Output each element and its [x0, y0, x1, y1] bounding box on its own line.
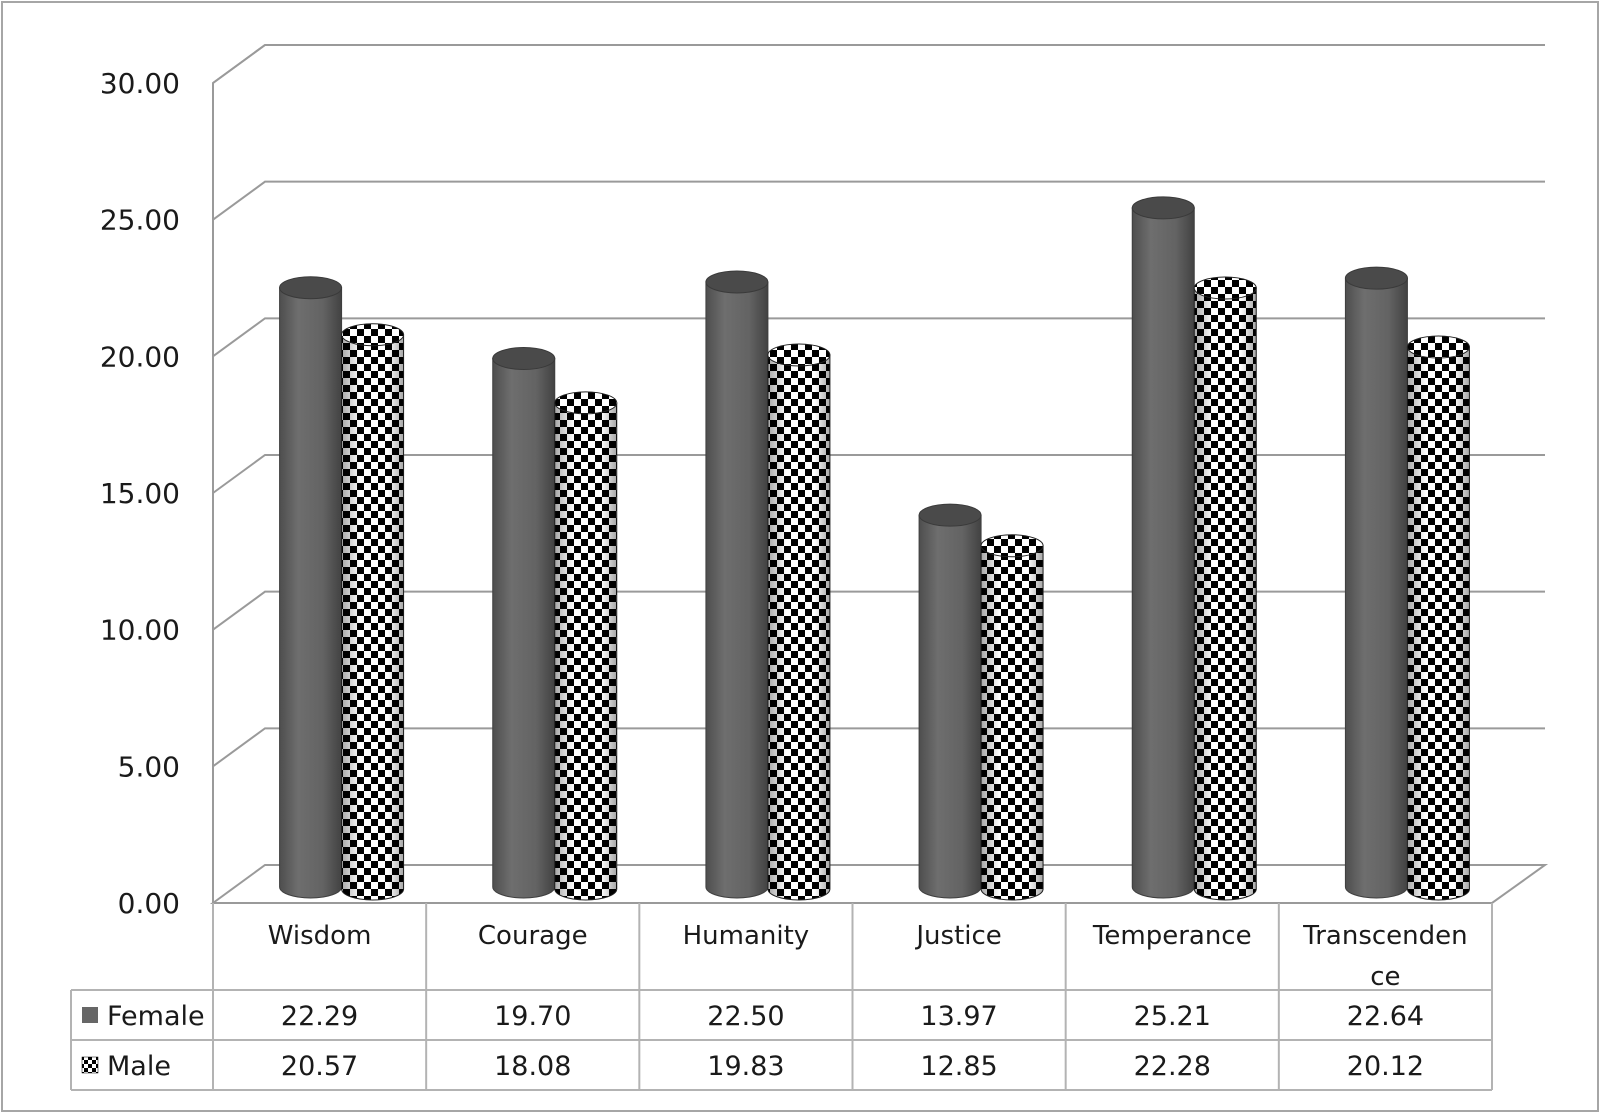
bar-female-body	[279, 287, 343, 899]
bar-female-body	[918, 514, 982, 899]
gridline	[212, 454, 1545, 494]
bar-male-shade	[341, 334, 404, 901]
bar-male-top	[767, 343, 831, 367]
y-tick-label: 15.00	[100, 477, 180, 510]
bar-male-shade	[1407, 347, 1470, 900]
bar-male-top	[980, 534, 1044, 558]
data-label-female: 13.97	[920, 1001, 997, 1032]
bar-female-top	[492, 347, 556, 371]
legend-key-female	[82, 1007, 98, 1023]
data-label-male: 18.08	[494, 1051, 571, 1082]
x-tick-label: Courage	[478, 921, 588, 951]
x-tick-label: Humanity	[683, 921, 810, 951]
bar-female-top	[705, 270, 769, 294]
bar-female-body	[492, 358, 556, 899]
x-tick-label: Justice	[914, 921, 1001, 951]
legend-label-female: Female	[107, 1001, 205, 1032]
bar-female-top	[1344, 266, 1408, 290]
bar-male-top	[1406, 335, 1470, 359]
y-tick-label: 20.00	[100, 340, 180, 373]
bar-male-top	[341, 323, 405, 347]
data-label-male: 20.12	[1347, 1051, 1424, 1082]
bar-female-top	[279, 276, 343, 300]
y-axis-ticks: 0.00 5.00 10.00 15.00 20.00 25.00 30.00	[100, 67, 180, 920]
bar-female-body	[1344, 277, 1408, 899]
legend-key-male	[81, 1056, 99, 1074]
y-tick-label: 0.00	[118, 887, 180, 920]
gridline	[212, 44, 1545, 84]
data-table: Wisdom Courage Humanity Justice Temperance Tr…	[70, 903, 1493, 1091]
bars	[279, 196, 1470, 901]
data-label-male: 19.83	[707, 1051, 784, 1082]
y-tick-label: 25.00	[100, 204, 180, 237]
gridline	[212, 590, 1545, 631]
data-label-female: 22.64	[1347, 1001, 1424, 1032]
bar-female-body	[1131, 207, 1195, 899]
gridlines	[212, 44, 1545, 768]
data-label-male: 20.57	[281, 1051, 358, 1082]
gridline	[212, 317, 1545, 358]
y-tick-label: 5.00	[118, 750, 180, 783]
data-label-female: 25.21	[1134, 1001, 1211, 1032]
bar-male-shade	[981, 545, 1044, 901]
gridline	[212, 727, 1545, 768]
data-label-female: 22.50	[707, 1001, 784, 1032]
y-tick-label: 10.00	[100, 614, 180, 647]
bar-male-shade	[767, 354, 830, 901]
bar-male-top	[554, 391, 618, 415]
data-label-male: 22.28	[1134, 1051, 1211, 1082]
gridline	[212, 180, 1545, 221]
x-tick-label: Transcenden	[1302, 921, 1467, 951]
data-label-female: 22.29	[281, 1001, 358, 1032]
y-tick-label: 30.00	[100, 67, 180, 100]
legend-label-male: Male	[107, 1051, 171, 1082]
bar-female-body	[705, 281, 769, 899]
x-tick-label: ce	[1370, 962, 1400, 992]
bar-male-shade	[1194, 288, 1257, 901]
bar-female-top	[1131, 196, 1195, 220]
x-tick-label: Temperance	[1092, 921, 1252, 951]
data-label-male: 12.85	[920, 1051, 997, 1082]
data-label-female: 19.70	[494, 1001, 571, 1032]
x-tick-label: Wisdom	[268, 921, 372, 951]
bar-female-top	[918, 503, 982, 527]
bar-male-shade	[554, 402, 617, 900]
bar-male-top	[1193, 276, 1257, 300]
